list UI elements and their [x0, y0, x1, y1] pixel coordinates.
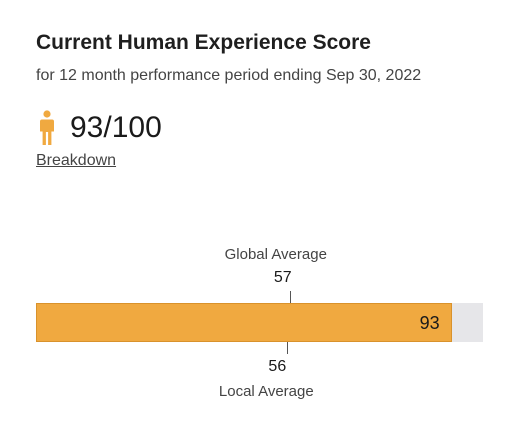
local-average-marker — [287, 342, 289, 354]
breakdown-link[interactable]: Breakdown — [36, 152, 117, 169]
local-average-label: Local Average — [218, 383, 314, 400]
score-value: 93/100 — [70, 111, 162, 144]
global-average-value: 57 — [273, 269, 292, 286]
person-icon — [40, 110, 54, 145]
local-average-value: 56 — [268, 358, 287, 375]
performance-period-subtitle: for 12 month performance period ending S… — [36, 67, 422, 84]
global-average-label: Global Average — [224, 246, 327, 263]
score-bar-track: 93 — [36, 303, 483, 342]
score-bar-value-label: 93 — [419, 313, 440, 333]
score-bar-fill — [36, 303, 452, 342]
score-row: 93/100 — [36, 108, 162, 148]
page-title: Current Human Experience Score — [36, 31, 371, 54]
